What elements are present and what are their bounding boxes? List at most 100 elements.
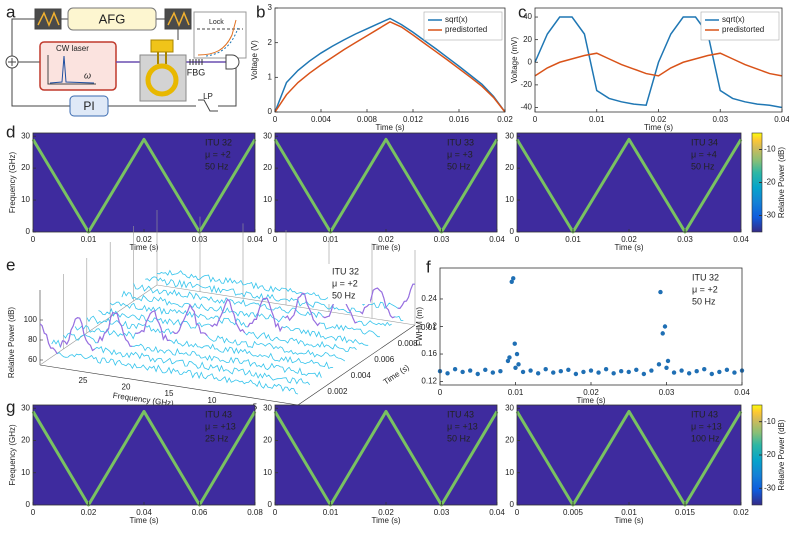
legend-label: sqrt(x)	[722, 15, 745, 24]
x-tick-label: 0	[31, 235, 36, 244]
panel-label: a	[6, 2, 16, 21]
diagram-label: AFG	[99, 11, 126, 26]
fbg	[189, 59, 203, 65]
y-tick-label: 10	[263, 468, 272, 477]
scatter-point	[483, 367, 488, 373]
y-tick-label: 0.24	[421, 294, 437, 303]
scatter-point	[603, 366, 609, 372]
x-tick-label: 0.03	[712, 115, 728, 124]
x-tick-label: 0	[515, 508, 520, 517]
annotation: 100 Hz	[691, 433, 720, 443]
annotation: 50 Hz	[447, 161, 471, 171]
z-axis-label: Relative Power (dB)	[7, 307, 16, 378]
time-tick-label: 0.008	[398, 339, 419, 348]
annotation: ITU 32	[692, 272, 719, 282]
panel-label: g	[6, 397, 15, 416]
annotation: 25 Hz	[205, 433, 229, 443]
annotation: μ = +2	[205, 149, 231, 159]
panel-label: c	[518, 2, 527, 21]
spectrogram-background	[33, 133, 255, 232]
x-tick-label: 0.01	[621, 508, 637, 517]
y-axis-label: Voltage (V)	[250, 40, 259, 80]
annotation: ITU 43	[205, 409, 232, 419]
x-tick-label: 0.08	[247, 508, 263, 517]
x-tick-label: 10	[208, 396, 217, 405]
y-axis-label: Voltage (mV)	[510, 37, 519, 84]
x-tick-label: 0.02	[378, 235, 394, 244]
y-tick-label: 10	[505, 468, 514, 477]
diagram-label: Lock	[209, 19, 224, 26]
y-axis-label: Frequency (GHz)	[8, 151, 17, 213]
axis-edge	[297, 324, 416, 406]
x-tick-label: 0.04	[733, 235, 749, 244]
y-tick-label: 20	[21, 163, 30, 172]
scatter-point	[588, 368, 594, 373]
spectrum-trace	[121, 290, 380, 338]
spectrum-trace	[74, 310, 334, 370]
x-tick-label: 0.04	[734, 388, 750, 397]
annotation: μ = +2	[692, 284, 718, 294]
y-tick-label: 40	[523, 12, 532, 21]
scatter-point	[520, 369, 526, 375]
colorbar-tick-label: -10	[764, 145, 776, 154]
x-tick-label: 25	[79, 376, 88, 385]
x-tick-label: 0.01	[565, 235, 581, 244]
scatter-point	[573, 371, 579, 377]
x-tick-label: 0.03	[659, 388, 675, 397]
x-tick-label: 0.01	[81, 235, 97, 244]
y-tick-label: 20	[523, 35, 532, 44]
x-tick-label: 0.04	[774, 115, 789, 124]
x-tick-label: 0.04	[489, 235, 505, 244]
annotation: 50 Hz	[691, 161, 715, 171]
y-tick-label: 0	[528, 57, 533, 66]
scatter-point	[551, 370, 556, 375]
x-axis-label: Time (s)	[129, 516, 158, 525]
x-tick-label: 0.004	[311, 115, 332, 124]
annotation: ITU 32	[205, 137, 232, 147]
y-tick-label: 0.2	[426, 322, 438, 331]
scatter-point	[512, 341, 517, 346]
actuator	[150, 39, 174, 53]
colorbar-label: Relative Power (dB)	[777, 147, 786, 218]
annotation: μ = +3	[447, 149, 473, 159]
spectrum-peak	[39, 323, 58, 355]
legend-box	[700, 11, 780, 41]
spectrogram-background	[275, 133, 497, 232]
scatter-point	[528, 368, 533, 373]
x-tick-label: 0.02	[733, 508, 749, 517]
y-tick-label: 30	[263, 131, 272, 140]
scatter-point	[558, 369, 563, 374]
scatter-point	[649, 368, 654, 373]
x-tick-label: 15	[165, 389, 174, 398]
x-tick-label: 0.01	[323, 508, 339, 517]
y-tick-label: 0	[268, 227, 273, 236]
y-tick-label: 10	[505, 195, 514, 204]
ramp-wave	[167, 11, 190, 27]
wire	[218, 68, 237, 107]
spectrum-peak	[59, 317, 96, 352]
panel-label: f	[426, 257, 431, 276]
line-series	[534, 52, 783, 77]
scatter-point	[626, 369, 631, 375]
x-tick-label: 0.04	[247, 235, 263, 244]
scatter-point	[665, 358, 671, 364]
scatter-point	[619, 369, 624, 374]
annotation: 50 Hz	[332, 290, 356, 300]
spectrum-peak	[397, 283, 415, 310]
x-tick-label: 0.02	[583, 388, 599, 397]
time-tick-label: 0.01	[421, 323, 437, 332]
x-axis-label: Time (s)	[644, 123, 673, 132]
colorbar-label: Relative Power (dB)	[777, 419, 786, 490]
y-tick-label: 10	[21, 468, 30, 477]
diagram-label: LP	[203, 92, 213, 101]
ramp-wave	[37, 11, 60, 27]
annotation: 50 Hz	[692, 296, 716, 306]
panel-label: e	[6, 255, 15, 274]
y-tick-label: -20	[520, 80, 532, 89]
scatter-point	[445, 371, 450, 376]
x-tick-label: 0.03	[434, 235, 450, 244]
x-axis-label: Time (s)	[371, 516, 400, 525]
x-tick-label: 0	[273, 235, 278, 244]
spectrogram-ridge	[273, 409, 499, 507]
